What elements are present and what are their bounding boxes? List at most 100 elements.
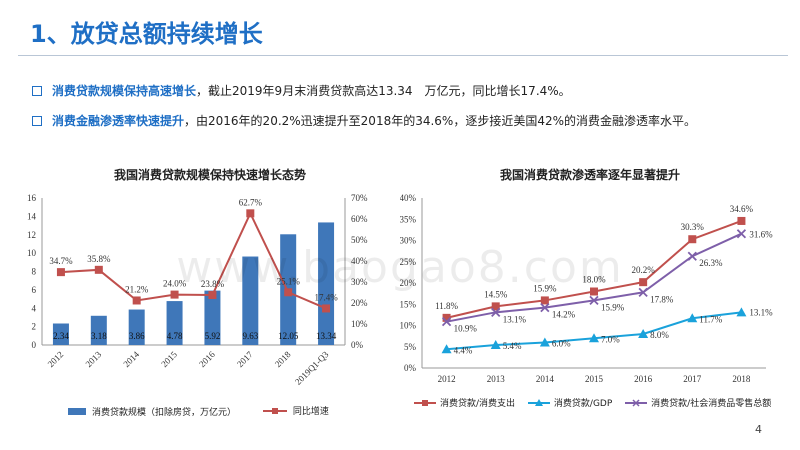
- growth-marker: [246, 209, 255, 218]
- chart1-svg: 0 2 4 6 8 10 12 14 16 0% 10% 20% 30% 40% 50% 60% 70% 2.34…: [27, 193, 368, 387]
- y-tick-label: 40%: [400, 193, 417, 203]
- gdp-ratio-data-label: 11.7%: [699, 314, 722, 324]
- legend-swatch-purple: [625, 398, 648, 407]
- chart1-legend: 消费贷款规模（扣除房贷，万亿元） 同比增速: [68, 404, 339, 418]
- y-left-tick-label: 4: [32, 303, 37, 313]
- bar: [52, 323, 69, 345]
- bar-data-label: 9.63: [242, 331, 258, 341]
- bar-data-label: 4.78: [167, 331, 183, 341]
- x-tick-label: 2014: [536, 374, 555, 384]
- legend-swatch-cyan: [527, 398, 550, 406]
- consumption-ratio-marker: [491, 302, 500, 311]
- retail-ratio-data-label: 26.3%: [699, 258, 723, 268]
- y-left-tick-label: 6: [32, 285, 37, 295]
- y-left-tick-label: 12: [27, 230, 36, 240]
- retail-ratio-marker: [589, 295, 599, 306]
- y-tick-label: 10%: [400, 321, 417, 331]
- consumption-ratio-data-label: 20.2%: [632, 265, 656, 275]
- retail-ratio-marker: [638, 287, 648, 297]
- legend-bar-item: 消费贷款规模（扣除房贷，万亿元）: [68, 405, 236, 418]
- growth-marker: [132, 296, 141, 305]
- retail-ratio-data-label: 31.6%: [749, 230, 773, 240]
- x-tick-label: 2015: [585, 374, 604, 384]
- consumption-ratio-data-label: 30.3%: [681, 222, 705, 232]
- bar-data-label: 13.34: [316, 331, 337, 341]
- y-left-tick-label: 10: [27, 248, 37, 258]
- legend-item-gdp: 消费贷款/GDP: [527, 396, 613, 409]
- y-tick-label: 5%: [404, 342, 417, 352]
- bullet-1-highlight: 消费贷款规模保持高速增长: [52, 84, 197, 98]
- y-tick-label: 35%: [400, 214, 417, 224]
- retail-ratio-data-label: 17.8%: [650, 294, 674, 304]
- bar-data-label: 3.86: [129, 331, 145, 341]
- growth-data-label: 24.0%: [163, 279, 187, 289]
- consumption-ratio-data-label: 34.6%: [730, 204, 754, 214]
- consumption-ratio-marker: [688, 235, 697, 244]
- legend-item-retail: 消费贷款/社会消费品零售总额: [625, 396, 771, 409]
- consumption-ratio-marker: [442, 313, 451, 322]
- growth-marker: [56, 268, 65, 277]
- legend-swatch-red: [414, 399, 436, 406]
- x-tick-label: 2012: [438, 374, 456, 384]
- legend-label-gdp: 消费贷款/GDP: [553, 399, 613, 409]
- retail-ratio-data-label: 15.9%: [601, 302, 625, 312]
- gdp-ratio-marker: [736, 307, 747, 317]
- y-right-tick-label: 20%: [351, 298, 368, 308]
- growth-data-label: 25.1%: [277, 276, 301, 286]
- gdp-ratio-data-label: 13.1%: [749, 307, 773, 317]
- legend-label-retail: 消费贷款/社会消费品零售总额: [651, 399, 772, 409]
- y-right-tick-label: 70%: [351, 193, 368, 203]
- bar: [90, 315, 107, 345]
- slide-title: 1、放贷总额持续增长: [30, 20, 263, 48]
- consumption-ratio-data-label: 15.9%: [533, 283, 557, 293]
- growth-marker: [322, 304, 331, 313]
- legend-item-consumption: 消费贷款/消费支出: [414, 396, 515, 409]
- bar: [242, 256, 259, 345]
- gdp-ratio-data-label: 7.0%: [601, 334, 620, 344]
- x-tick-label: 2018: [732, 374, 751, 384]
- growth-data-label: 23.8%: [201, 279, 225, 289]
- bar-data-label: 3.18: [91, 331, 107, 341]
- gdp-ratio-data-label: 4.4%: [454, 345, 473, 355]
- x-tick-label: 2013: [487, 374, 506, 384]
- bar: [128, 309, 145, 345]
- watermark-text: www.baogao8.com: [176, 242, 623, 293]
- growth-line: [60, 210, 327, 310]
- y-left-tick-label: 2: [32, 322, 37, 332]
- y-right-tick-label: 60%: [351, 214, 368, 224]
- retail-ratio-marker: [540, 303, 550, 313]
- consumption-ratio-data-label: 11.8%: [435, 301, 458, 311]
- bullet-2: 消费金融渗透率快速提升，由2016年的20.2%迅速提升至2018年的34.6%…: [32, 112, 696, 129]
- bar: [318, 222, 335, 345]
- legend-bar-label: 消费贷款规模（扣除房贷，万亿元）: [92, 407, 237, 418]
- page-number: 4: [755, 423, 762, 436]
- growth-marker: [284, 288, 293, 297]
- bar: [166, 301, 183, 345]
- retail-ratio-marker: [736, 229, 747, 239]
- bar-data-label: 12.05: [278, 331, 299, 341]
- consumption-ratio-data-label: 18.0%: [582, 275, 606, 285]
- gdp-ratio-data-label: 8.0%: [650, 330, 669, 340]
- title-divider: [18, 55, 788, 56]
- consumption-ratio-marker: [590, 287, 598, 296]
- y-left-tick-label: 16: [27, 193, 37, 203]
- square-bullet-icon: [32, 115, 42, 126]
- bullet-1: 消费贷款规模保持高速增长，截止2019年9月末消费贷款高达13.34 万亿元，同…: [32, 82, 571, 99]
- chart2-legend: 消费贷款/消费支出 消费贷款/GDP 消费贷款/社会消费品零售总额: [414, 396, 781, 410]
- gdp-ratio-marker: [539, 337, 550, 347]
- y-right-tick-label: 50%: [351, 235, 368, 245]
- chart2-title: 我国消费贷款渗透率逐年显著提升: [499, 168, 680, 182]
- retail-ratio-data-label: 13.1%: [503, 314, 527, 324]
- gdp-ratio-marker: [638, 329, 649, 338]
- gdp-ratio-data-label: 6.0%: [552, 339, 571, 349]
- bullet-1-text: ，截止2019年9月末消费贷款高达13.34 万亿元，同比增长17.4%。: [196, 84, 571, 98]
- gdp-ratio-marker: [687, 313, 698, 323]
- retail-ratio-data-label: 14.2%: [552, 310, 576, 320]
- legend-line-label: 同比增速: [292, 407, 329, 417]
- x-tick-label: 2016: [634, 374, 653, 384]
- y-right-tick-label: 10%: [351, 319, 368, 329]
- gdp-ratio-marker: [441, 344, 452, 354]
- consumption-ratio-marker: [639, 278, 648, 287]
- growth-marker: [170, 290, 179, 299]
